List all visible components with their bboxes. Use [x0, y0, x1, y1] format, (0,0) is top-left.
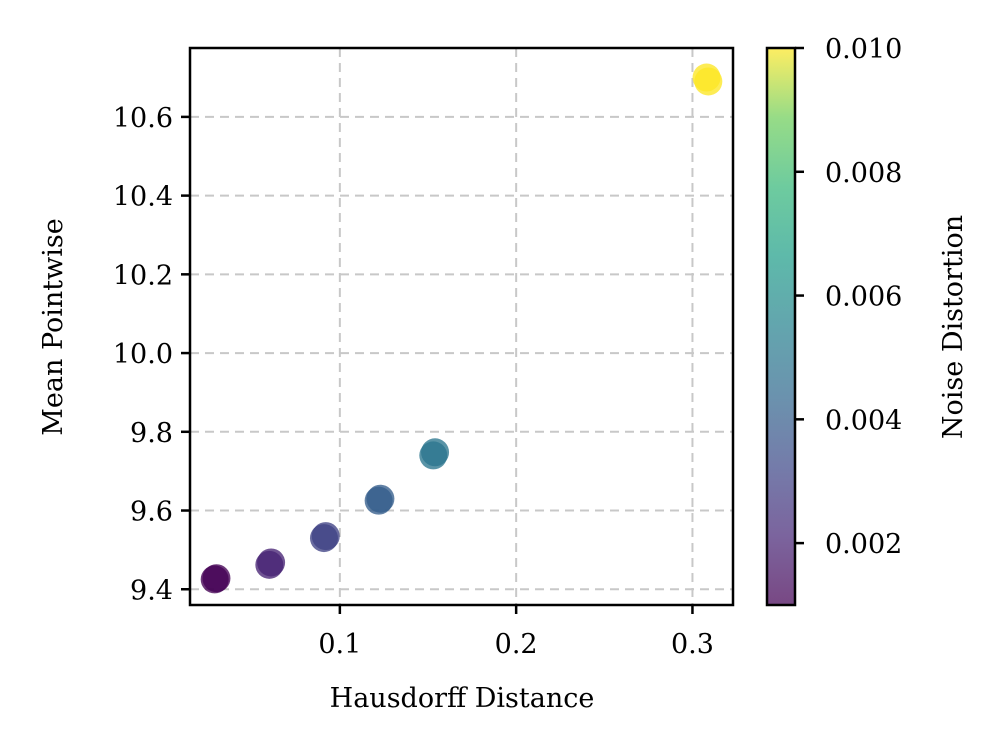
- x-axis-ticks: 0.1 0.2 0.3: [318, 605, 714, 660]
- plot-frame: [188, 46, 735, 607]
- y-tick-label: 9.4: [130, 575, 173, 606]
- y-tick-label: 9.8: [130, 418, 173, 449]
- y-tick-label: 10.2: [113, 260, 173, 291]
- data-point: [257, 548, 286, 577]
- colorbar-tick-label: 0.010: [825, 34, 902, 65]
- y-axis-label: Mean Pointwise: [38, 218, 69, 435]
- data-point: [366, 484, 395, 513]
- x-axis-label: Hausdorff Distance: [330, 683, 595, 714]
- y-tick-label: 10.6: [113, 103, 173, 134]
- colorbar-tick-label: 0.002: [825, 529, 902, 560]
- colorbar-frame: [765, 46, 797, 607]
- colorbar: [767, 48, 795, 605]
- y-tick-label: 9.6: [130, 497, 173, 528]
- data-point: [202, 564, 231, 593]
- colorbar-label: Noise Distortion: [938, 215, 969, 439]
- grid: [190, 48, 733, 605]
- data-point: [694, 67, 723, 96]
- colorbar-tick-label: 0.006: [825, 282, 902, 313]
- x-tick-label: 0.1: [318, 629, 361, 660]
- data-points: [200, 63, 723, 594]
- y-tick-label: 10.0: [113, 339, 173, 370]
- data-point: [421, 438, 450, 467]
- data-point: [311, 522, 340, 551]
- y-tick-label: 10.4: [113, 182, 173, 213]
- y-axis-ticks: 9.4 9.6 9.8 10.0 10.2 10.4 10.6: [113, 103, 190, 606]
- colorbar-ticks: 0.002 0.004 0.006 0.008 0.010: [795, 34, 902, 560]
- x-tick-label: 0.3: [671, 629, 714, 660]
- colorbar-tick-label: 0.008: [825, 158, 902, 189]
- colorbar-tick-label: 0.004: [825, 405, 902, 436]
- x-tick-label: 0.2: [495, 629, 538, 660]
